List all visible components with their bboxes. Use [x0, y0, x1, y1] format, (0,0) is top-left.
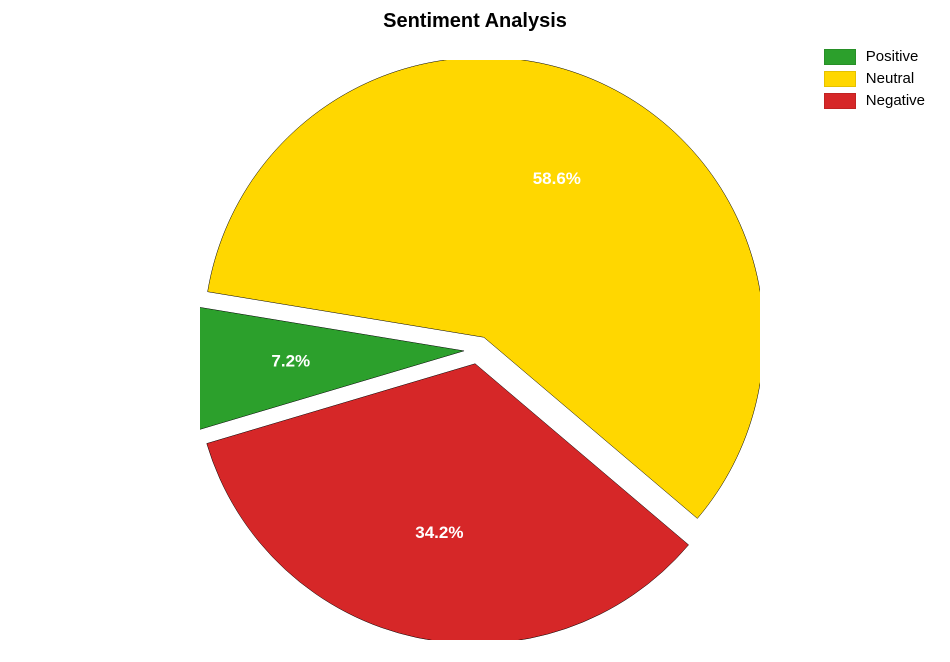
- legend-item-positive: Positive: [824, 48, 925, 65]
- legend-swatch: [824, 93, 856, 109]
- legend-item-negative: Negative: [824, 92, 925, 109]
- legend-item-neutral: Neutral: [824, 70, 925, 87]
- pie-slice-label: 58.6%: [533, 169, 581, 188]
- chart-title: Sentiment Analysis: [383, 10, 567, 33]
- pie-slice-label: 7.2%: [271, 351, 310, 370]
- legend-label: Neutral: [866, 70, 914, 87]
- pie-chart: 7.2% 58.6% 34.2%: [200, 60, 750, 640]
- legend-label: Negative: [866, 92, 925, 109]
- legend: Positive Neutral Negative: [824, 48, 925, 114]
- legend-swatch: [824, 49, 856, 65]
- legend-label: Positive: [866, 48, 919, 65]
- legend-swatch: [824, 71, 856, 87]
- pie-slice-label: 34.2%: [415, 523, 463, 542]
